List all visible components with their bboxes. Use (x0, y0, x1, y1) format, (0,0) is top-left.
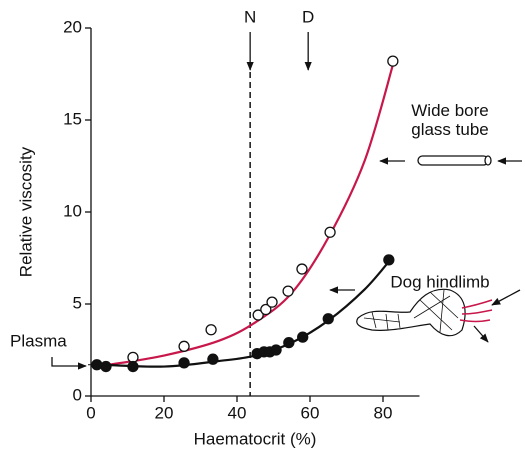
data-point (127, 360, 139, 373)
data-point (127, 351, 139, 364)
series-label: Wide bore glass tube (411, 101, 489, 139)
plasma-arrow (51, 357, 87, 370)
series-label: Dog hindlimb (390, 272, 489, 291)
x-tick-label: 0 (86, 403, 95, 422)
data-point (178, 357, 190, 369)
data-point (178, 340, 190, 352)
data-point (387, 55, 399, 67)
data-point (296, 263, 308, 275)
data-point (100, 360, 112, 373)
data-point (383, 254, 395, 266)
data-point (283, 336, 295, 349)
y-axis-label: Relative viscosity (16, 146, 35, 277)
marker-label: N (244, 7, 256, 26)
x-tick-label: 40 (228, 403, 247, 422)
data-point (322, 313, 334, 325)
y-tick-label: 0 (73, 385, 82, 404)
y-tick-label: 10 (63, 201, 82, 220)
data-point (207, 353, 219, 365)
y-tick-label: 20 (63, 17, 82, 36)
marker-label: D (302, 7, 314, 26)
glass-tube-icon (379, 155, 522, 166)
y-tick-label: 5 (73, 293, 82, 312)
data-point (282, 285, 294, 297)
plasma-label: Plasma (10, 331, 67, 350)
x-tick-label: 60 (301, 403, 320, 422)
data-point (266, 296, 278, 308)
fit-curve (109, 60, 396, 366)
x-axis-label: Haematocrit (%) (194, 429, 317, 448)
hindlimb-icon (329, 286, 521, 343)
y-tick-label: 15 (63, 109, 82, 128)
fit-curve (101, 259, 392, 368)
x-tick-label: 20 (155, 403, 174, 422)
data-point (205, 324, 217, 336)
data-point (324, 226, 336, 238)
x-tick-label: 80 (374, 403, 393, 422)
data-point (252, 309, 264, 321)
data-point (270, 344, 282, 356)
data-point (260, 303, 272, 316)
data-point (297, 331, 309, 343)
data-point (91, 359, 103, 371)
